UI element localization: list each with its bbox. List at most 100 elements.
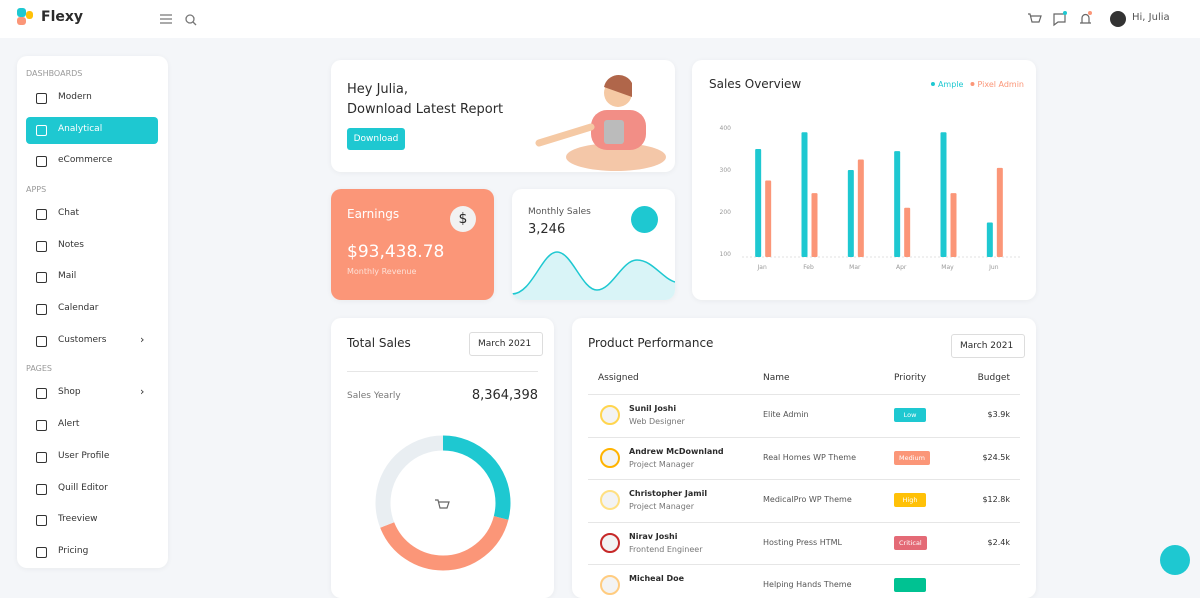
bar-chart: Sales Overview Pixel Admin Ample 100 200 300 4… xyxy=(709,77,1024,271)
nav-item[interactable]: Calendar xyxy=(58,303,99,314)
menu-icons[interactable] xyxy=(158,12,202,28)
legend-label: Pixel Admin xyxy=(977,80,1024,89)
bag-icon xyxy=(631,206,658,233)
row-divider xyxy=(588,521,1020,523)
nav-item[interactable]: Treeview xyxy=(58,514,98,525)
header-icons[interactable] xyxy=(1026,10,1096,28)
total-sales-card: Total Sales March 2021 Sales Yearly 8,36… xyxy=(331,318,554,598)
nav-icon xyxy=(36,240,47,252)
monthly-sales-card: Monthly Sales 3,246 xyxy=(512,189,675,300)
bar xyxy=(755,149,762,257)
nav-item[interactable]: Shop xyxy=(58,387,81,398)
assignee-role: Project Manager xyxy=(629,502,694,511)
avatar xyxy=(600,490,620,510)
x-tick-label: Mar xyxy=(849,264,861,271)
brand: Flexy xyxy=(41,9,84,25)
avatar[interactable] xyxy=(1110,11,1126,27)
nav-icon xyxy=(36,515,47,527)
y-tick-label: 200 xyxy=(720,209,732,216)
nav-icon xyxy=(36,93,47,104)
sales-yearly-value: 8,364,398 xyxy=(471,388,538,403)
welcome-greeting: Hey Julia, xyxy=(347,82,408,97)
month-filter[interactable]: March 2021 xyxy=(469,332,543,356)
avatar xyxy=(600,447,620,468)
legend-dot xyxy=(930,82,935,86)
product-performance-title: Product Performance xyxy=(588,336,714,350)
nav-icon xyxy=(36,209,47,220)
donut-segment xyxy=(375,435,511,571)
chevron: › xyxy=(140,385,145,399)
illustration xyxy=(535,74,666,171)
priority-badge: High xyxy=(894,493,926,507)
avatar xyxy=(600,405,620,425)
chevron: › xyxy=(140,332,145,346)
month-filter[interactable]: March 2021 xyxy=(951,334,1025,358)
bar xyxy=(857,159,864,257)
earnings-card: Earnings $ $93,438.78 Monthly Revenue xyxy=(331,189,494,300)
nav-icon xyxy=(36,335,47,347)
section-title: DASHBOARDS xyxy=(26,69,83,78)
assignee-role: Frontend Engineer xyxy=(629,544,703,554)
assignee-name: Micheal Doe xyxy=(629,574,685,583)
nav-item[interactable]: Pricing xyxy=(58,545,89,556)
row-divider xyxy=(588,564,1020,565)
nav-item[interactable]: Modern xyxy=(58,92,92,102)
x-tick-label: Apr xyxy=(896,264,907,271)
priority-badge: Medium xyxy=(894,450,930,465)
nav-item[interactable]: Notes xyxy=(58,239,84,250)
avatar xyxy=(600,532,620,553)
product-performance-card: Product Performance March 2021 Assigned N… xyxy=(572,318,1036,598)
bar xyxy=(996,167,1003,257)
nav-icon xyxy=(36,272,47,284)
nav-item[interactable]: Chat xyxy=(58,208,80,218)
column-header: Assigned xyxy=(598,373,639,383)
nav-item[interactable]: Customers xyxy=(58,334,107,345)
project-name: MedicalPro WP Theme xyxy=(763,495,852,504)
legend-label: Ample xyxy=(938,80,964,89)
budget: $24.5k xyxy=(982,452,1010,462)
priority-badge: Low xyxy=(894,408,926,422)
bar xyxy=(765,180,772,257)
nav-icon xyxy=(36,124,47,136)
nav-item[interactable]: Analytical xyxy=(58,123,103,134)
earnings-title: Earnings xyxy=(347,207,400,221)
active-highlight xyxy=(26,116,158,144)
x-tick-label: Feb xyxy=(803,264,814,271)
nav-item[interactable]: Mail xyxy=(58,271,77,282)
project-name: Hosting Press HTML xyxy=(763,537,842,547)
logo xyxy=(17,17,26,25)
logo xyxy=(26,11,33,19)
budget: $12.8k xyxy=(982,495,1010,504)
bar xyxy=(940,132,947,257)
nav-icon xyxy=(36,451,47,463)
chart-title: Sales Overview xyxy=(709,77,801,91)
bar xyxy=(847,170,854,257)
bar xyxy=(801,132,808,257)
nav-item[interactable]: eCommerce xyxy=(58,155,113,166)
priority-badge: Critical xyxy=(894,535,927,550)
assignee-role: Project Manager xyxy=(629,459,694,469)
sparkline xyxy=(512,251,675,300)
total-sales-title: Total Sales xyxy=(347,336,411,350)
divider xyxy=(347,371,538,372)
avatar xyxy=(600,575,620,595)
section-title: PAGES xyxy=(26,364,52,374)
x-tick-label: Jan xyxy=(757,264,767,271)
settings-button[interactable] xyxy=(1160,545,1190,575)
row-divider xyxy=(588,436,1020,438)
nav-item[interactable]: User Profile xyxy=(58,450,110,461)
nav-item[interactable]: Alert xyxy=(58,419,80,430)
nav-icon xyxy=(36,483,47,495)
welcome-message: Download Latest Report xyxy=(347,102,504,117)
x-tick-label: May xyxy=(941,264,954,271)
monthly-sales-value: 3,246 xyxy=(528,222,566,237)
legend-dot xyxy=(970,82,975,86)
greeting[interactable]: Hi, Julia xyxy=(1132,12,1170,23)
donut-segment xyxy=(375,435,511,571)
welcome-card: Hey Julia, Download Latest Report Downlo… xyxy=(331,60,675,172)
download-button[interactable]: Download xyxy=(347,128,405,150)
earnings-caption: Monthly Revenue xyxy=(347,267,417,276)
section-title: APPS xyxy=(26,185,47,194)
nav-item[interactable]: Quill Editor xyxy=(58,482,108,493)
project-name: Real Homes WP Theme xyxy=(763,452,856,462)
